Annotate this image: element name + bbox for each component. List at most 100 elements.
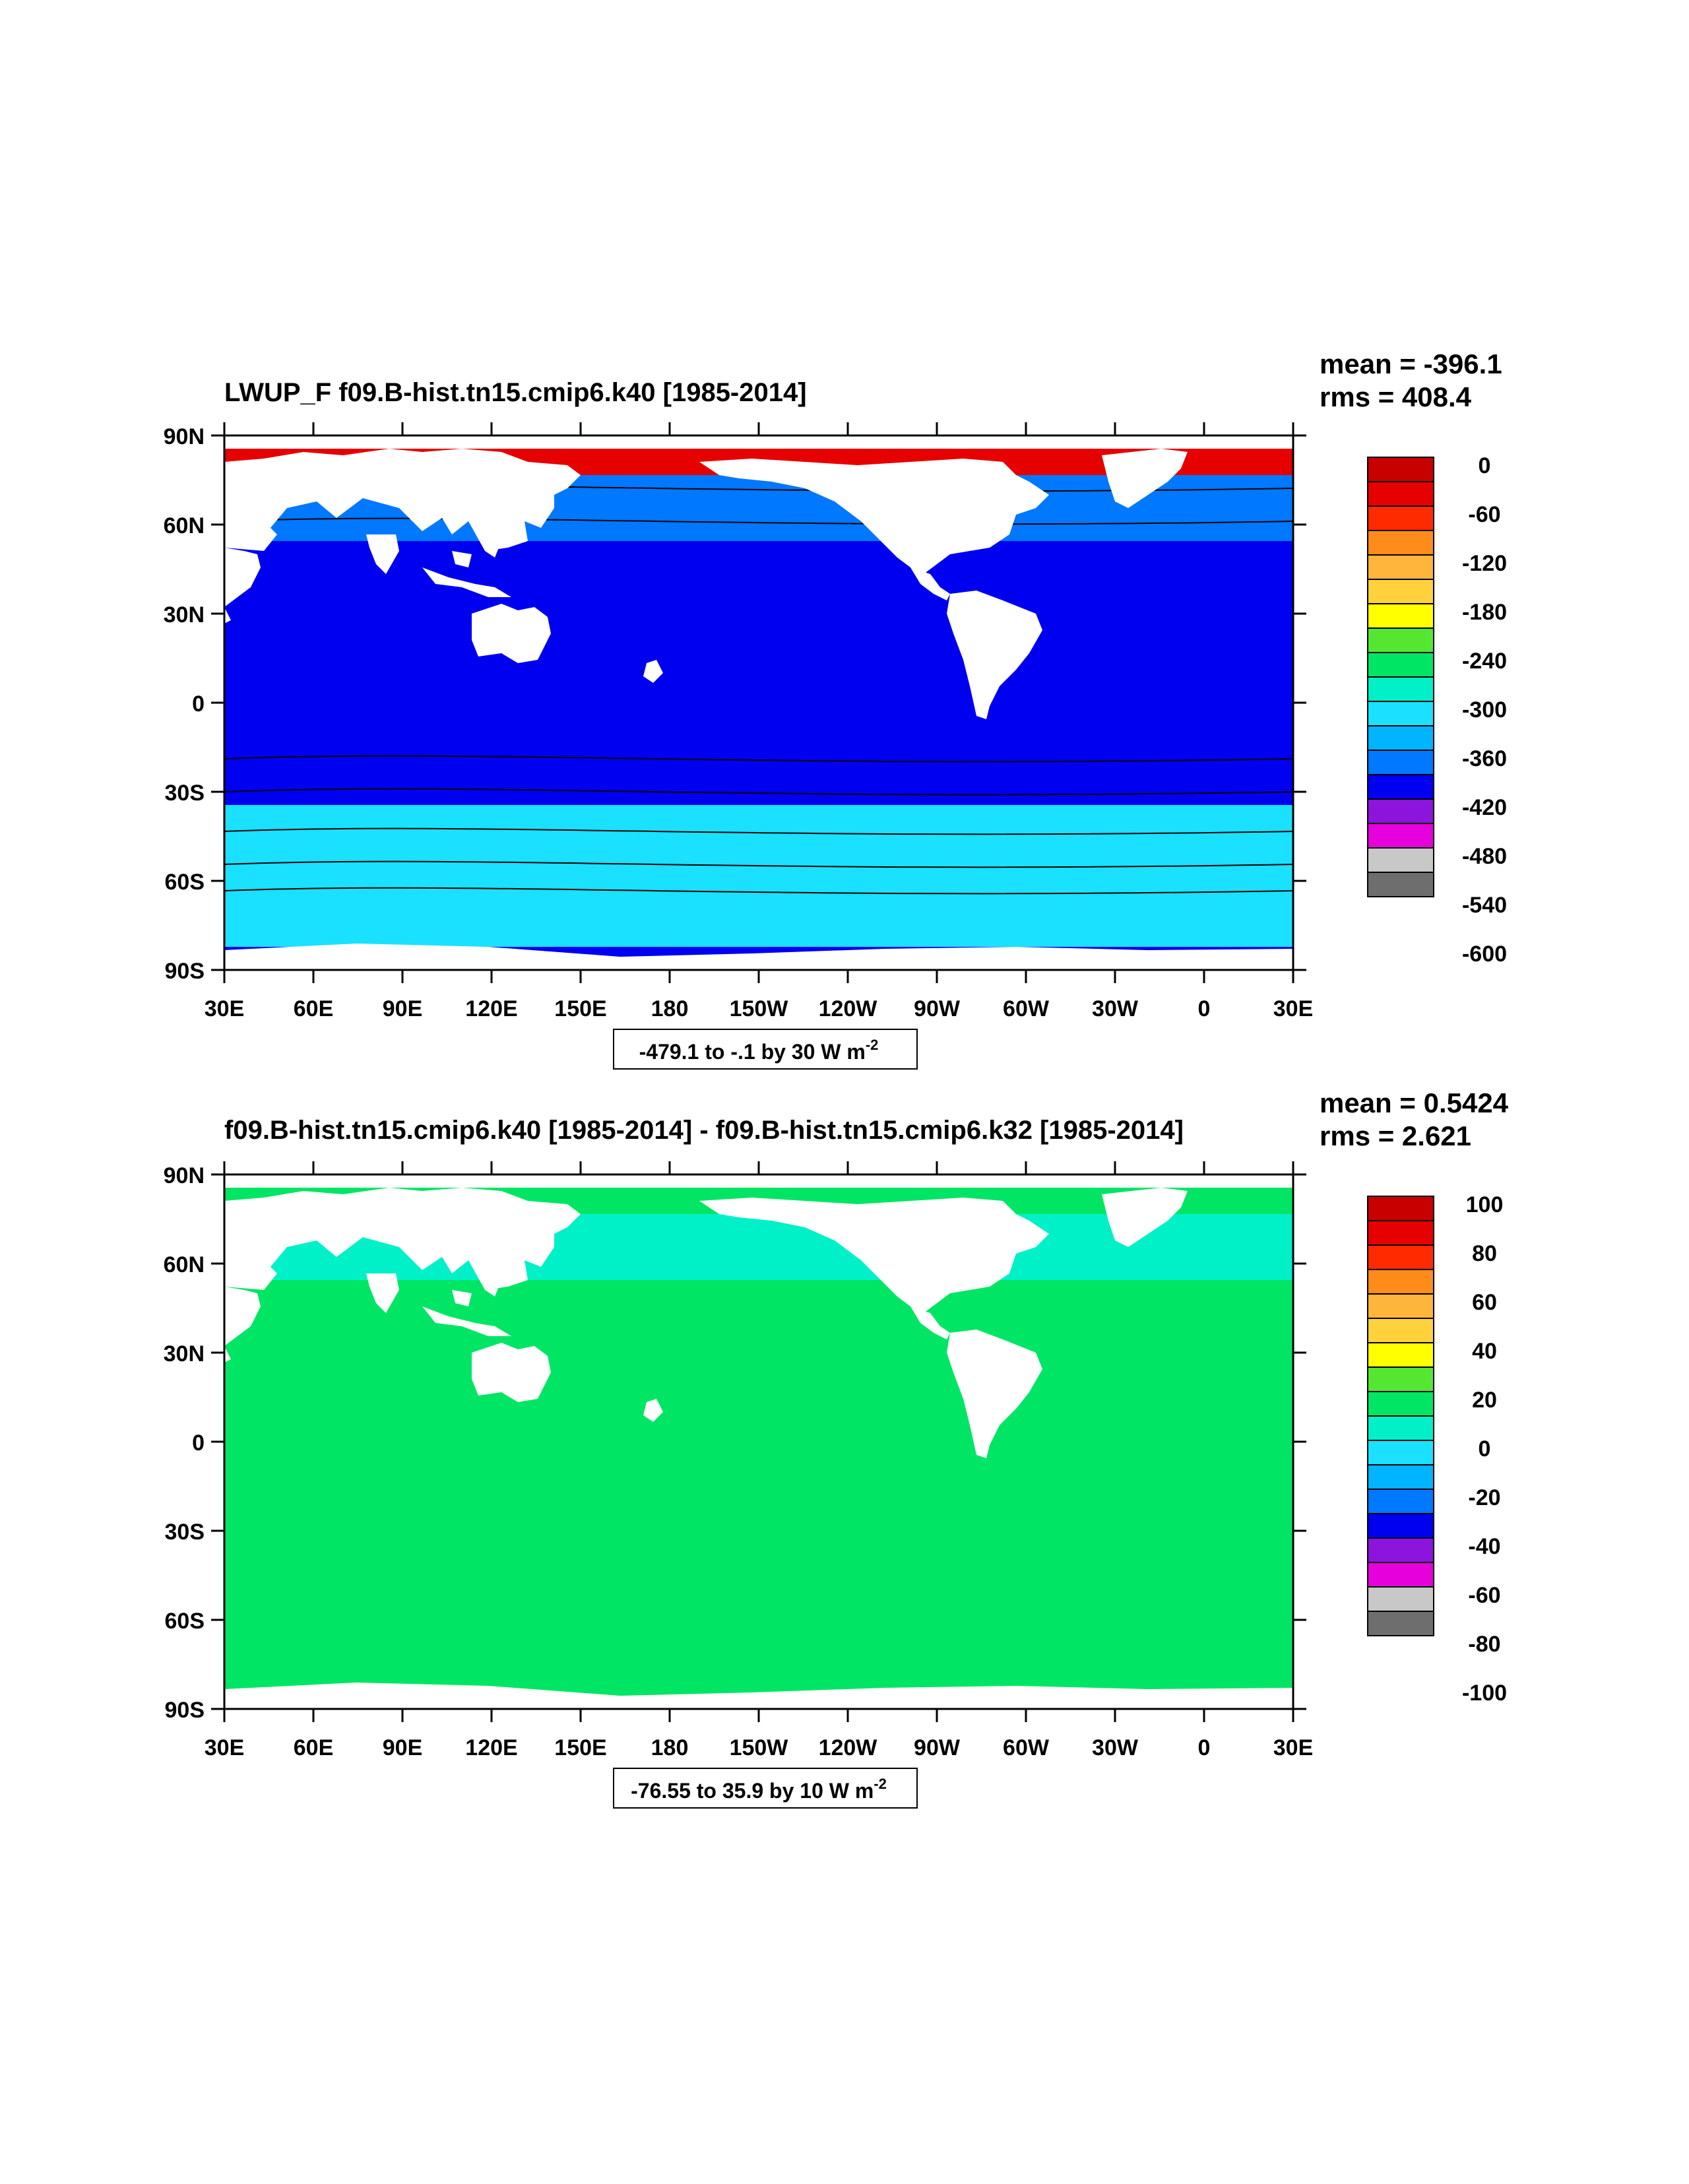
lon-label: 90W: [914, 996, 961, 1021]
colorbar-label: -240: [1462, 649, 1507, 674]
colorbar-swatch: [1367, 725, 1434, 751]
colorbar-label: -20: [1468, 1485, 1500, 1510]
map-field: [223, 434, 1294, 971]
colorbar: 100 80 60 40 20 0 -20 -40 -60 -80 -100: [1367, 1192, 1507, 1706]
colorbar-swatch: [1367, 505, 1434, 531]
range-superscript: -2: [866, 1037, 879, 1053]
lon-label: 30W: [1092, 1735, 1139, 1760]
colorbar-label: -60: [1468, 1583, 1500, 1608]
contour-line: [224, 755, 1294, 763]
colorbar-label: -60: [1468, 502, 1500, 527]
southern-ocean-band: [224, 1636, 1293, 1686]
lat-label: 90N: [164, 1163, 205, 1188]
colorbar-swatch: [1367, 1537, 1434, 1563]
colorbar-swatch: [1367, 823, 1434, 849]
colorbar-swatch: [1367, 627, 1434, 653]
lon-label: 90E: [383, 1735, 423, 1760]
lon-label: 0: [1198, 996, 1211, 1021]
colorbar-label: -100: [1462, 1681, 1507, 1706]
colorbar-swatch: [1367, 1366, 1434, 1392]
colorbar-label: -540: [1462, 893, 1507, 918]
colorbar-label: -420: [1462, 795, 1507, 820]
colorbar-swatch: [1367, 1269, 1434, 1295]
colorbar-swatch: [1367, 1464, 1434, 1490]
range-box: -76.55 to 35.9 by 10 W m-2: [613, 1768, 918, 1809]
lat-label: 60S: [165, 1609, 205, 1634]
mean-stat: mean = 0.5424: [1320, 1087, 1509, 1118]
colorbar-swatch: [1367, 481, 1434, 507]
colorbar-swatch: [1367, 530, 1434, 556]
colorbar-swatch: [1367, 1318, 1434, 1343]
lat-label: 60N: [164, 513, 205, 538]
lon-label: 150W: [730, 996, 789, 1021]
range-superscript: -2: [874, 1776, 887, 1792]
lon-label: 30W: [1092, 996, 1139, 1021]
colorbar-label: 40: [1472, 1339, 1497, 1364]
map-field: [223, 1173, 1294, 1710]
colorbar-swatch: [1367, 847, 1434, 873]
colorbar-swatch: [1367, 872, 1434, 897]
rms-stat: rms = 2.621: [1320, 1120, 1471, 1151]
colorbar-swatch: [1367, 1244, 1434, 1270]
colorbar-label: 0: [1479, 1436, 1491, 1461]
colorbar-swatch: [1367, 798, 1434, 824]
lat-label: 0: [192, 1430, 205, 1456]
colorbar-label: -600: [1462, 942, 1507, 967]
colorbar-swatch: [1367, 1293, 1434, 1319]
lat-label: 0: [192, 691, 205, 717]
range-text: -76.55 to 35.9 by 10 W m-2: [631, 1776, 887, 1803]
lat-label: 90N: [164, 424, 205, 449]
colorbar-swatch: [1367, 1611, 1434, 1636]
lat-label: 30S: [165, 781, 205, 806]
colorbar-swatch: [1367, 1220, 1434, 1246]
contour-line: [224, 517, 1294, 525]
colorbar-swatch: [1367, 1196, 1434, 1221]
mean-stat: mean = -396.1: [1320, 348, 1502, 379]
colorbar-label: -300: [1462, 697, 1507, 723]
colorbar-swatch: [1367, 676, 1434, 702]
lat-label: 60N: [164, 1252, 205, 1277]
colorbar-label: -480: [1462, 844, 1507, 869]
colorbar-swatch: [1367, 1342, 1434, 1368]
lon-label: 150W: [730, 1735, 789, 1760]
colorbar-swatch: [1367, 1489, 1434, 1514]
lon-label: 120W: [819, 1735, 878, 1760]
lat-label: 90S: [165, 1698, 205, 1723]
lon-label: 60E: [294, 1735, 334, 1760]
panel-title: LWUP_F f09.B-hist.tn15.cmip6.k40 [1985-2…: [224, 378, 807, 407]
colorbar-swatch: [1367, 1440, 1434, 1465]
colorbar-swatch: [1367, 774, 1434, 800]
colorbar-swatch: [1367, 750, 1434, 775]
colorbar-swatch: [1367, 701, 1434, 726]
contour-line: [224, 860, 1294, 868]
colorbar-label: 100: [1466, 1192, 1504, 1217]
lon-label: 120E: [465, 996, 517, 1021]
panel-title: f09.B-hist.tn15.cmip6.k40 [1985-2014] - …: [224, 1116, 1184, 1145]
lat-label: 60S: [165, 870, 205, 895]
contour-line: [224, 788, 1294, 796]
lon-label: 60W: [1003, 1735, 1050, 1760]
colorbar-swatch: [1367, 1586, 1434, 1612]
colorbar-label: -360: [1462, 746, 1507, 771]
colorbar-swatch: [1367, 1513, 1434, 1539]
rms-stat: rms = 408.4: [1320, 381, 1472, 412]
lon-label: 30E: [205, 1735, 245, 1760]
lat-label: 30S: [165, 1520, 205, 1545]
lat-label: 30N: [164, 1341, 205, 1366]
lon-label: 30E: [1273, 1735, 1314, 1760]
lon-label: 0: [1198, 1735, 1211, 1760]
lon-label: 150E: [554, 996, 606, 1021]
colorbar-swatch: [1367, 554, 1434, 580]
southern-ocean-band: [224, 897, 1293, 947]
colorbar-label: 20: [1472, 1388, 1497, 1413]
colorbar-swatch: [1367, 603, 1434, 629]
contour-line: [224, 827, 1294, 835]
colorbar-swatch: [1367, 1415, 1434, 1441]
panel-1: LWUP_F f09.B-hist.tn15.cmip6.k40 [1985-2…: [164, 348, 1507, 1070]
lon-label: 120E: [465, 1735, 517, 1760]
colorbar-label: -40: [1468, 1534, 1500, 1559]
lon-label: 90W: [914, 1735, 961, 1760]
lon-label: 60E: [294, 996, 334, 1021]
colorbar-label: 80: [1472, 1241, 1497, 1266]
